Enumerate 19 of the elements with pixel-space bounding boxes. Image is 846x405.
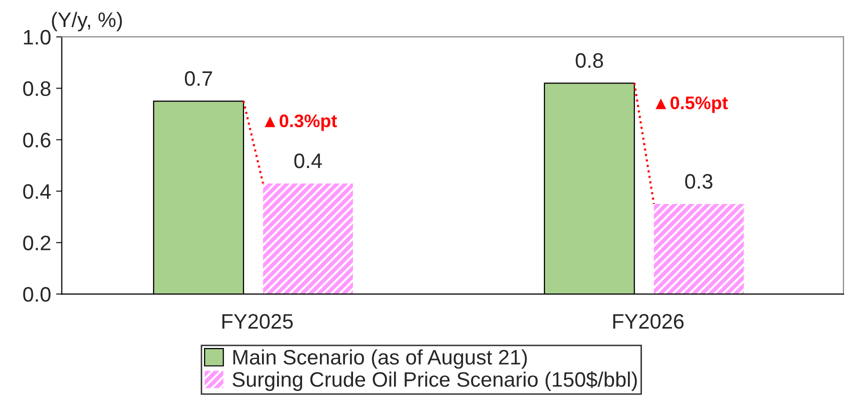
y-tick-label: 0.4 <box>23 184 51 199</box>
annotation: ▲0.5%pt <box>656 96 728 113</box>
annotation: ▲0.3%pt <box>264 114 337 131</box>
bar <box>654 204 744 294</box>
legend-label: Surging Crude Oil Price Scenario (150$/bbl) <box>232 371 637 391</box>
y-tick-label: 0.8 <box>23 81 50 96</box>
bar <box>263 183 353 294</box>
x-tick-label: FY2025 <box>222 314 293 329</box>
y-tick-label: 0.0 <box>23 287 51 302</box>
data-label: 0.7 <box>184 71 212 86</box>
y-axis-title: (Y/y, %) <box>52 12 122 32</box>
y-tick-label: 1.0 <box>24 30 51 45</box>
y-tick-label: 0.6 <box>23 132 50 148</box>
legend-label: Main Scenario (as of August 21) <box>233 349 527 369</box>
data-label: 0.3 <box>685 174 712 189</box>
x-tick-label: FY2026 <box>613 314 684 329</box>
data-label: 0.8 <box>576 53 603 68</box>
data-label: 0.4 <box>294 153 322 168</box>
y-tick-label: 0.2 <box>23 236 50 250</box>
